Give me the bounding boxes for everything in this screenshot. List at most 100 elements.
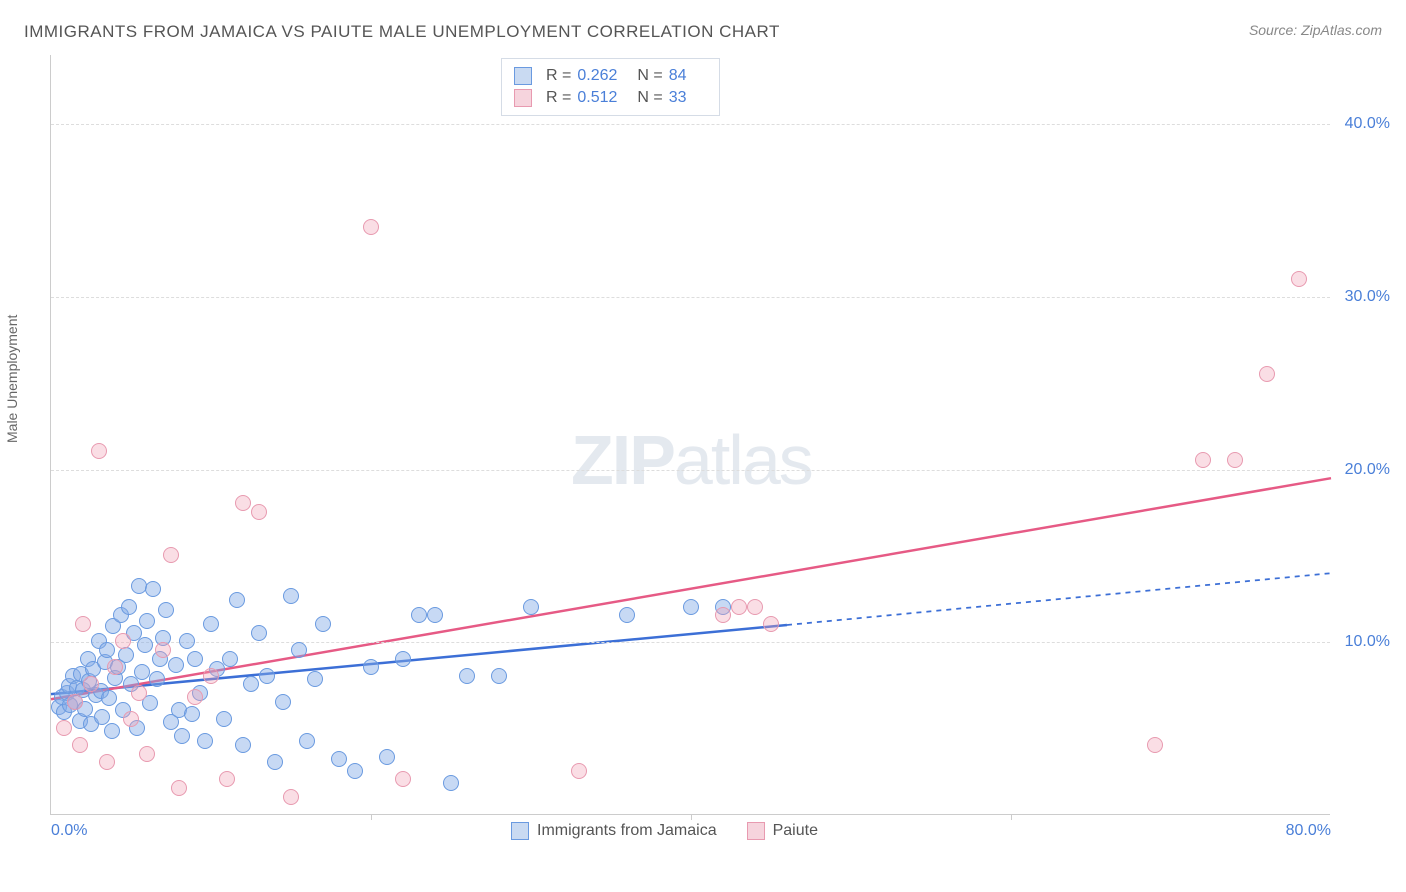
data-point [731,599,747,615]
trend-lines-layer [51,55,1330,814]
data-point [523,599,539,615]
data-point [763,616,779,632]
gridline-h [51,642,1330,643]
chart-container: Male Unemployment ZIPatlas R = 0.262 N =… [50,55,1380,845]
gridline-h [51,124,1330,125]
data-point [267,754,283,770]
data-point [1291,271,1307,287]
data-point [395,771,411,787]
data-point [203,616,219,632]
data-point [347,763,363,779]
data-point [379,749,395,765]
x-tick-mark [691,814,692,820]
data-point [1147,737,1163,753]
data-point [683,599,699,615]
legend-label-0: Immigrants from Jamaica [537,822,717,840]
data-point [107,659,123,675]
data-point [139,746,155,762]
x-tick-label: 80.0% [1286,822,1331,840]
data-point [1259,366,1275,382]
data-point [104,723,120,739]
x-tick-mark [1011,814,1012,820]
data-point [99,642,115,658]
data-point [197,733,213,749]
data-point [216,711,232,727]
data-point [747,599,763,615]
data-point [171,780,187,796]
data-point [131,578,147,594]
data-point [315,616,331,632]
data-point [168,657,184,673]
plot-area: ZIPatlas R = 0.262 N = 84 R = 0.512 N = … [50,55,1330,815]
data-point [363,659,379,675]
data-point [123,711,139,727]
data-point [158,602,174,618]
data-point [149,671,165,687]
data-point [235,737,251,753]
gridline-h [51,470,1330,471]
data-point [56,720,72,736]
data-point [187,651,203,667]
trend-line-extrapolated [787,573,1331,625]
data-point [121,599,137,615]
chart-title: IMMIGRANTS FROM JAMAICA VS PAIUTE MALE U… [24,22,780,42]
data-point [395,651,411,667]
data-point [459,668,475,684]
data-point [243,676,259,692]
y-tick-label: 20.0% [1345,461,1390,479]
data-point [363,219,379,235]
data-point [115,633,131,649]
x-tick-mark [371,814,372,820]
data-point [443,775,459,791]
data-point [137,637,153,653]
data-point [251,504,267,520]
bottom-legend: Immigrants from Jamaica Paiute [511,822,848,840]
data-point [131,685,147,701]
y-tick-label: 40.0% [1345,115,1390,133]
data-point [291,642,307,658]
data-point [219,771,235,787]
data-point [101,690,117,706]
data-point [427,607,443,623]
data-point [283,789,299,805]
y-axis-label: Male Unemployment [4,315,20,443]
data-point [299,733,315,749]
data-point [259,668,275,684]
data-point [571,763,587,779]
y-tick-label: 30.0% [1345,288,1390,306]
data-point [715,607,731,623]
data-point [83,676,99,692]
data-point [179,633,195,649]
data-point [1195,452,1211,468]
data-point [75,616,91,632]
data-point [235,495,251,511]
data-point [411,607,427,623]
data-point [187,689,203,705]
data-point [203,668,219,684]
data-point [307,671,323,687]
legend-swatch-1 [747,822,765,840]
data-point [251,625,267,641]
data-point [1227,452,1243,468]
data-point [331,751,347,767]
y-tick-label: 10.0% [1345,633,1390,651]
data-point [184,706,200,722]
gridline-h [51,297,1330,298]
x-tick-label: 0.0% [51,822,87,840]
data-point [619,607,635,623]
data-point [72,737,88,753]
legend-label-1: Paiute [773,822,818,840]
data-point [163,547,179,563]
data-point [99,754,115,770]
trend-line [51,478,1331,699]
data-point [222,651,238,667]
data-point [174,728,190,744]
data-point [67,694,83,710]
data-point [155,642,171,658]
legend-swatch-0 [511,822,529,840]
data-point [145,581,161,597]
source-attribution: Source: ZipAtlas.com [1249,22,1382,38]
data-point [139,613,155,629]
data-point [91,443,107,459]
data-point [229,592,245,608]
